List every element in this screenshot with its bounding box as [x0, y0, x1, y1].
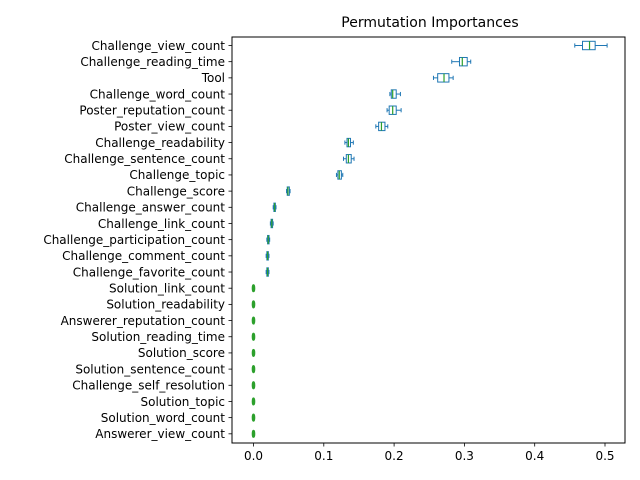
y-tick-label: Challenge_comment_count — [62, 249, 225, 263]
median-marker — [251, 316, 256, 325]
box-challenge-participation-count — [266, 234, 271, 245]
median-marker — [251, 381, 256, 390]
box-solution-sentence-count — [251, 364, 256, 374]
box-solution-score — [251, 348, 256, 358]
box-solution-link-count — [251, 284, 256, 293]
x-tick-label: 0.3 — [455, 449, 474, 463]
plot-area-frame — [231, 36, 626, 444]
iqr-box — [390, 89, 397, 99]
y-tick-label: Solution_link_count — [109, 282, 225, 296]
box-challenge-view-count — [574, 40, 608, 51]
box-answerer-reputation-count — [251, 316, 256, 325]
box-challenge-self-resolution — [251, 381, 256, 390]
median-marker — [251, 364, 256, 374]
chart-title: Permutation Importances — [341, 15, 518, 31]
x-tick-label: 0.5 — [595, 449, 614, 463]
y-tick-label: Answerer_view_count — [95, 427, 225, 441]
median-marker — [251, 300, 256, 309]
box-tool — [432, 73, 454, 83]
iqr-box — [458, 56, 468, 67]
box-solution-reading-time — [251, 332, 256, 341]
box-challenge-answer-count — [272, 202, 277, 213]
y-axis: Challenge_view_count Challenge_reading_ti… — [43, 39, 232, 441]
box-challenge-sentence-count — [342, 154, 355, 164]
median-marker — [251, 429, 256, 438]
y-tick-label: Challenge_self_resolution — [72, 379, 225, 393]
x-tick-label: 0.4 — [525, 449, 544, 463]
y-tick-label: Solution_reading_time — [91, 330, 225, 344]
y-tick-label: Challenge_readability — [95, 136, 225, 150]
y-tick-label: Tool — [201, 71, 225, 85]
y-tick-label: Challenge_topic — [129, 168, 225, 182]
iqr-box — [437, 73, 450, 83]
y-tick-label: Solution_score — [138, 346, 225, 360]
x-tick-label: 0.2 — [385, 449, 404, 463]
median-marker — [251, 332, 256, 341]
y-tick-label: Challenge_link_count — [98, 217, 225, 231]
y-tick-label: Challenge_sentence_count — [64, 152, 225, 166]
y-tick-label: Challenge_reading_time — [80, 55, 225, 69]
box-challenge-favorite-count — [265, 267, 270, 277]
median-marker — [251, 397, 256, 406]
y-tick-label: Challenge_answer_count — [76, 201, 225, 215]
y-tick-label: Solution_readability — [106, 298, 225, 312]
y-tick-label: Challenge_participation_count — [43, 233, 225, 247]
box-solution-topic — [251, 397, 256, 406]
y-tick-label: Challenge_word_count — [90, 87, 226, 101]
box-series — [251, 40, 608, 438]
y-tick-label: Solution_topic — [141, 395, 225, 409]
box-solution-readability — [251, 300, 256, 309]
box-challenge-topic — [335, 170, 344, 180]
box-challenge-link-count — [269, 218, 274, 229]
y-tick-label: Solution_sentence_count — [75, 362, 225, 376]
box-challenge-score — [286, 186, 291, 196]
y-tick-label: Solution_word_count — [101, 411, 226, 425]
x-tick-label: 0.1 — [314, 449, 333, 463]
y-tick-label: Answerer_reputation_count — [61, 314, 226, 328]
y-tick-label: Poster_view_count — [114, 120, 225, 134]
y-tick-label: Poster_reputation_count — [79, 104, 225, 118]
box-poster-reputation-count — [386, 105, 402, 115]
y-tick-label: Challenge_favorite_count — [73, 265, 226, 279]
box-challenge-readability — [344, 137, 354, 148]
x-axis: 0.0 0.1 0.2 0.3 0.4 0.5 — [244, 443, 615, 463]
median-marker — [251, 284, 256, 293]
box-answerer-view-count — [251, 429, 256, 438]
iqr-box — [582, 40, 596, 51]
median-marker — [251, 348, 256, 358]
x-tick-label: 0.0 — [244, 449, 263, 463]
box-challenge-word-count — [389, 89, 401, 99]
y-tick-label: Challenge_score — [127, 184, 225, 198]
box-challenge-comment-count — [265, 251, 270, 261]
median-marker — [251, 413, 256, 422]
box-solution-word-count — [251, 413, 256, 422]
box-poster-view-count — [375, 121, 389, 132]
y-tick-label: Challenge_view_count — [92, 39, 226, 53]
box-challenge-reading-time — [451, 56, 472, 67]
